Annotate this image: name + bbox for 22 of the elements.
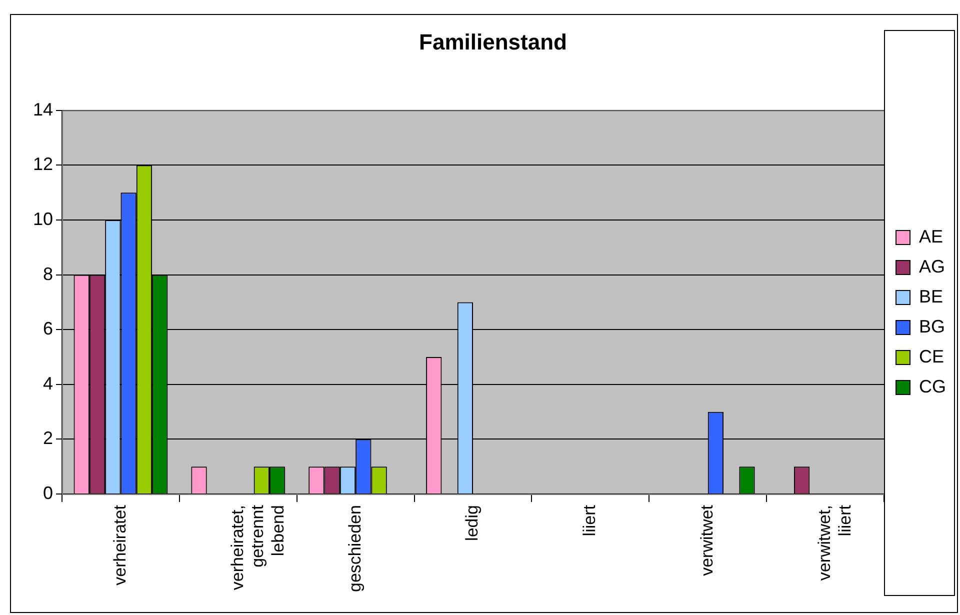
y-tick-label: 0: [43, 483, 54, 504]
x-tick-label: verheiratet: [110, 504, 130, 586]
y-tick-label: 6: [43, 318, 54, 339]
y-tick-label: 10: [32, 208, 54, 229]
y-tick-label: 12: [32, 154, 54, 174]
y-tick-label: 8: [43, 264, 54, 284]
x-tick-label: verheiratet, getrennt lebend: [228, 504, 288, 590]
x-tick-label: geschieden: [345, 505, 364, 592]
x-tick-label: verwitwet: [698, 504, 717, 576]
legend-label: BG: [919, 316, 946, 336]
legend-label: BE: [919, 286, 944, 306]
y-tick-label: 14: [32, 99, 54, 120]
chart-title: Familienstand: [419, 29, 567, 54]
legend-label: CE: [919, 346, 944, 366]
legend-label: AE: [919, 226, 944, 246]
x-tick-label: verwitwet, liiert: [814, 504, 854, 581]
y-tick-label: 2: [43, 428, 54, 448]
legend-label: AG: [919, 256, 946, 276]
x-tick-label: ledig: [462, 505, 482, 541]
x-tick-label: liiert: [580, 504, 600, 536]
legend-label: CG: [919, 376, 946, 396]
y-tick-label: 4: [43, 373, 54, 394]
